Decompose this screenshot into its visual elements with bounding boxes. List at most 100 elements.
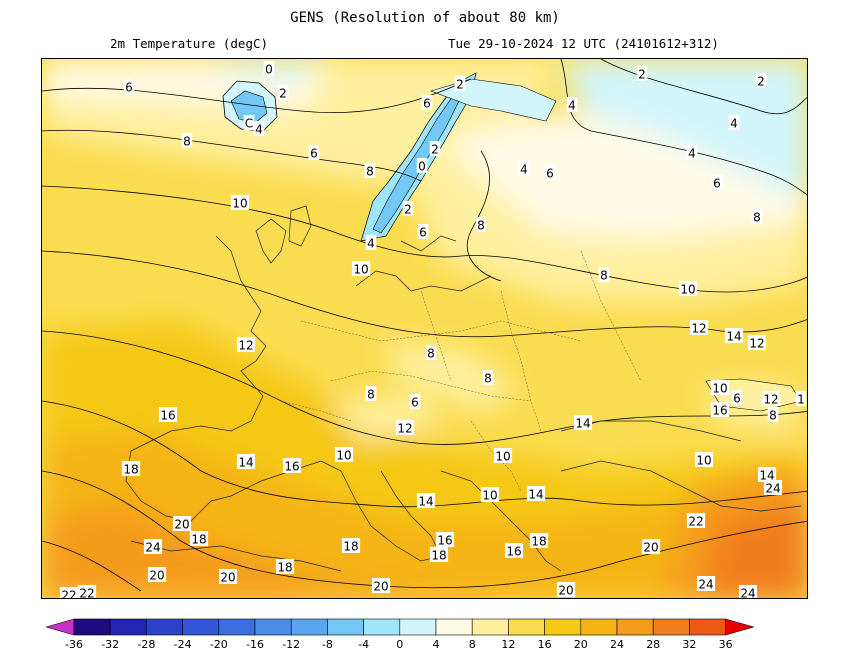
colorbar-tick-label: -12: [282, 638, 301, 651]
contour-label: 16: [712, 404, 727, 418]
contour-label-bg: [218, 569, 238, 584]
contour-label-bg: [573, 415, 593, 430]
contour-label-bg: [598, 267, 610, 282]
contour-label-bg: [795, 391, 807, 406]
contour-label-bg: [757, 467, 777, 482]
contour-label-bg: [435, 532, 455, 547]
colorbar-tick-label: 28: [646, 638, 661, 651]
contour-label-bg: [230, 195, 250, 210]
colorbar-segment: [435, 618, 473, 636]
contour-label-bg: [429, 141, 441, 156]
colorbar-segment: [471, 618, 509, 636]
contour-label: 10: [232, 197, 247, 211]
contour-label-bg: [402, 201, 414, 216]
contour-label-bg: [275, 559, 295, 574]
contour-label: 6: [733, 392, 741, 406]
contour-label-bg: [371, 578, 391, 593]
contour-label-bg: [421, 95, 433, 110]
contour-label-bg: [529, 533, 549, 548]
contour-label: 16: [160, 409, 175, 423]
contour-label-bg: [172, 516, 192, 531]
colorbar-segment: [616, 618, 654, 636]
contour-label-bg: [747, 335, 767, 350]
contour-label: 6: [310, 147, 318, 161]
contour-label: 18: [343, 540, 358, 554]
contour-label-bg: [728, 115, 740, 130]
contour-label-bg: [189, 531, 209, 546]
contour-label-bg: [696, 576, 716, 591]
contour-label-bg: [147, 567, 167, 582]
colorbar-segment: [508, 618, 545, 636]
colorbar-tick-label: 16: [537, 638, 552, 651]
forecast-map[interactable]: 6 0 2 8 C 4 6 2 6 2 0 4 2 2 4 4 6 4 8 6 2 6 8 4 10 8 10 8 10 12 14 12 12…: [41, 58, 808, 599]
contour-label-bg: [636, 66, 648, 81]
contour-label: 8: [753, 211, 761, 225]
contour-label: 18: [191, 533, 206, 547]
colorbar-segment: [218, 618, 256, 636]
contour-label-bg: [416, 493, 436, 508]
contour-label: 22: [61, 589, 76, 600]
iceland-cold-area: [222, 80, 278, 132]
contour-label: 8: [600, 269, 608, 283]
colorbar-segment: [73, 618, 111, 636]
contour-label-bg: [678, 281, 698, 296]
contour-label-bg: [711, 175, 723, 190]
colorbar-segment: [327, 618, 364, 636]
contour-label: 20: [558, 584, 573, 598]
contour-label-bg: [755, 73, 767, 88]
contour-label: 18: [531, 535, 546, 549]
contour-label: 24: [145, 541, 160, 555]
contour-label-bg: [454, 76, 466, 91]
colorbar-segment: [254, 618, 292, 636]
contour-label: 2: [456, 78, 464, 92]
colorbar-tick-label: -36: [65, 638, 83, 651]
contour-label-bg: [236, 454, 256, 469]
contour-label-bg: [686, 513, 706, 528]
contour-label: 2: [404, 203, 412, 217]
contour-label-bg: [365, 386, 377, 401]
contour-label-bg: [416, 158, 428, 173]
colorbar-segment: [146, 618, 183, 636]
colorbar-segment: [363, 618, 401, 636]
colorbar-segment: [182, 618, 220, 636]
contour-label: 16: [437, 534, 452, 548]
colorbar-tick-label: 20: [573, 638, 588, 651]
contour-label: 4: [520, 163, 528, 177]
contour-label-bg: [763, 480, 783, 495]
contour-label-bg: [518, 161, 530, 176]
contour-label-bg: [475, 217, 487, 232]
contour-label: 14: [726, 330, 741, 344]
contour-label-bg: [282, 458, 302, 473]
contour-label: 6: [411, 396, 419, 410]
contour-label-bg: [425, 345, 437, 360]
colorbar-tick-label: 0: [396, 638, 404, 651]
contour-label: 14: [528, 488, 543, 502]
contour-label-bg: [689, 320, 709, 335]
contour-label: 12: [749, 337, 764, 351]
contour-label-bg: [77, 585, 97, 598]
contour-label: 14: [418, 495, 433, 509]
contour-label: 4: [367, 237, 375, 251]
contour-label-bg: [738, 585, 758, 598]
contour-label: 24: [740, 587, 755, 600]
contour-label-bg: [351, 261, 371, 276]
contour-label: 6: [713, 177, 721, 191]
contour-label-bg: [123, 79, 135, 94]
contour-label: 14: [759, 469, 774, 483]
contour-label: 6: [125, 81, 133, 95]
contour-label: 20: [643, 541, 658, 555]
contour-label: 16: [506, 545, 521, 559]
contour-label-bg: [263, 61, 275, 76]
contour-label: 6: [419, 226, 427, 240]
contour-label-bg: [395, 420, 415, 435]
contour-label-bg: [686, 145, 698, 160]
contour-label-bg: [544, 165, 556, 180]
contour-label: 10: [353, 263, 368, 277]
colorbar: [44, 617, 806, 641]
contour-label: 8: [366, 165, 374, 179]
colorbar-tick-label: -8: [321, 638, 333, 651]
colorbar-segment: [399, 618, 437, 636]
contour-label: 12: [238, 339, 253, 353]
